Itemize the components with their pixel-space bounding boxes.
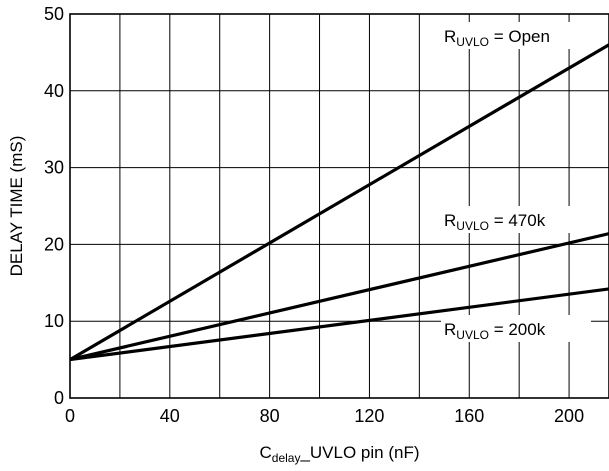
- x-tick-label: 200: [554, 406, 584, 426]
- y-tick-label: 20: [44, 234, 64, 254]
- series-label-rest: = 470k: [489, 211, 546, 230]
- series-lines: [69, 43, 609, 362]
- tick-labels: 0 40 80 120 160 200 0 10 20 30 40 50: [44, 4, 584, 426]
- y-tick-label: 50: [44, 4, 64, 24]
- series-label-sub: UVLO: [456, 328, 489, 342]
- y-tick-label: 40: [44, 81, 64, 101]
- x-axis-title-sub: delay: [272, 451, 301, 465]
- x-tick-label: 160: [454, 406, 484, 426]
- x-tick-label: 0: [65, 406, 75, 426]
- x-tick-label: 120: [354, 406, 384, 426]
- series-label-bg: [441, 22, 591, 49]
- x-axis-title: Cdelay_UVLO pin (nF): [259, 443, 419, 465]
- x-axis-title-main: C: [259, 443, 271, 462]
- series-label-rest: = Open: [489, 27, 550, 46]
- y-axis-title: DELAY TIME (mS): [7, 136, 26, 277]
- series-label-sub: UVLO: [456, 35, 489, 49]
- series-label-main: R: [444, 211, 456, 230]
- series-label: RUVLO = 200k: [444, 320, 546, 342]
- series-label-sub: UVLO: [456, 219, 489, 233]
- series-line: [69, 287, 609, 362]
- y-tick-label: 10: [44, 311, 64, 331]
- series-label-main: R: [444, 27, 456, 46]
- y-tick-label: 30: [44, 158, 64, 178]
- series-label-bg: [441, 206, 591, 233]
- series-label-bg: [441, 315, 591, 342]
- x-axis-title-rest: _UVLO pin (nF): [299, 443, 419, 462]
- series-label-rest: = 200k: [489, 320, 546, 339]
- series-label: RUVLO = 470k: [444, 211, 546, 233]
- x-tick-label: 80: [260, 406, 280, 426]
- x-tick-label: 40: [160, 406, 180, 426]
- series-line: [69, 232, 609, 362]
- series-line: [69, 43, 609, 361]
- y-tick-label: 0: [54, 388, 64, 408]
- series-label-main: R: [444, 320, 456, 339]
- series-label: RUVLO = Open: [444, 27, 550, 49]
- plot-frame: [69, 13, 609, 399]
